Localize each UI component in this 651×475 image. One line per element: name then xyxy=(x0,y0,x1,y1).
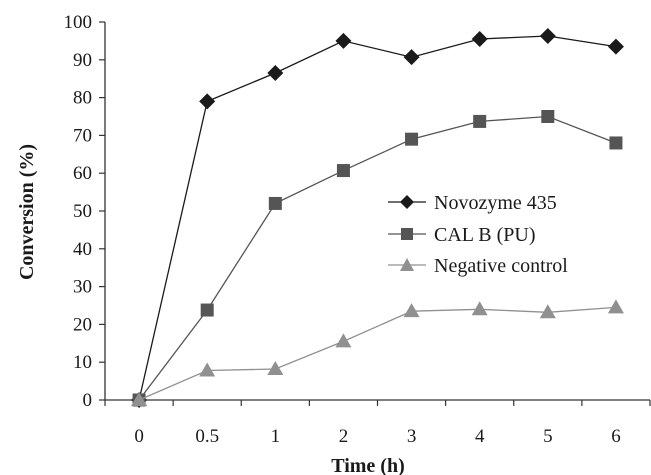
x-tick-label: 5 xyxy=(543,426,553,447)
data-point-diamond xyxy=(607,38,624,55)
y-tick-label: 80 xyxy=(73,88,92,109)
data-point-square xyxy=(268,196,282,210)
y-tick-label: 40 xyxy=(73,239,92,260)
series-line xyxy=(138,115,617,401)
series-line xyxy=(138,306,616,401)
data-point-triangle xyxy=(267,361,284,376)
data-point-square xyxy=(405,132,419,146)
data-point-square xyxy=(200,303,214,317)
legend-marker-square xyxy=(401,228,413,240)
data-point-diamond xyxy=(335,32,352,49)
x-tick-label: 0 xyxy=(134,426,144,447)
series-diamond xyxy=(131,27,624,408)
y-tick-label: 90 xyxy=(73,50,92,71)
data-point-triangle xyxy=(335,333,352,348)
data-point-diamond xyxy=(267,65,284,82)
data-point-triangle xyxy=(199,362,216,377)
legend-label-calb: CAL B (PU) xyxy=(434,224,535,246)
legend-marker-triangle xyxy=(400,258,414,271)
legend-label-novozyme: Novozyme 435 xyxy=(434,192,557,214)
data-point-triangle xyxy=(607,299,624,314)
data-point-triangle xyxy=(131,392,148,406)
data-point-triangle xyxy=(403,303,420,318)
x-tick-label: 1 xyxy=(271,426,281,447)
y-tick-label: 0 xyxy=(83,390,93,411)
x-tick-label: 6 xyxy=(611,426,621,447)
data-point-diamond xyxy=(471,31,488,48)
legend-label-negative: Negative control xyxy=(434,255,568,277)
series-line xyxy=(138,35,616,401)
data-point-square xyxy=(473,114,487,128)
data-point-diamond xyxy=(403,49,420,66)
y-tick-label: 100 xyxy=(64,12,93,33)
y-tick-label: 30 xyxy=(73,277,92,298)
x-ticks: 0 0.5 1 2 3 4 5 6 xyxy=(104,400,651,447)
x-axis-title: Time (h) xyxy=(331,455,405,475)
legend-item-novozyme: Novozyme 435 xyxy=(388,192,557,214)
y-tick-label: 70 xyxy=(73,125,92,146)
x-tick-label: 0.5 xyxy=(195,426,219,447)
data-point-triangle xyxy=(539,304,556,319)
data-point-triangle xyxy=(471,301,488,316)
legend-item-calb: CAL B (PU) xyxy=(388,224,535,246)
plot-area: 0 10 20 30 40 50 60 70 80 90 100 0 0.5 1 2 3 4 5 6 xyxy=(64,12,651,447)
data-point-square xyxy=(609,136,623,150)
x-tick-label: 3 xyxy=(407,426,417,447)
y-tick-label: 10 xyxy=(73,352,92,373)
y-tick-label: 60 xyxy=(73,163,92,184)
legend: Novozyme 435 CAL B (PU) Negative control xyxy=(388,192,568,277)
series-layer xyxy=(131,27,624,408)
y-ticks: 0 10 20 30 40 50 60 70 80 90 100 xyxy=(64,12,105,411)
series-triangle xyxy=(131,299,624,406)
legend-item-negative: Negative control xyxy=(388,255,568,277)
y-tick-label: 20 xyxy=(73,314,92,335)
data-point-diamond xyxy=(539,27,556,44)
data-point-square xyxy=(541,110,555,123)
legend-marker-diamond xyxy=(400,195,414,209)
data-point-square xyxy=(336,164,350,178)
y-axis-title: Conversion (%) xyxy=(16,144,38,280)
data-point-diamond xyxy=(199,93,216,110)
x-tick-label: 4 xyxy=(475,426,485,447)
x-tick-label: 2 xyxy=(339,426,349,447)
y-tick-label: 50 xyxy=(73,201,92,222)
